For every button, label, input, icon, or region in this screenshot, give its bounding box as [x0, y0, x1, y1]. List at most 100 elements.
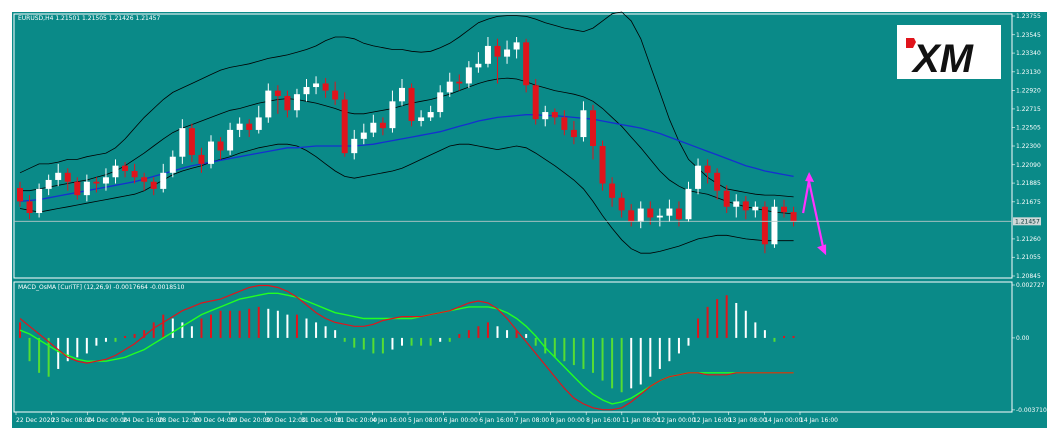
osma-bar	[334, 330, 337, 338]
candle-body	[351, 138, 358, 154]
candle	[198, 147, 205, 173]
time-tick-label: 29 Dec 20:00	[230, 417, 271, 424]
osma-bar	[76, 337, 79, 358]
candle	[695, 158, 702, 195]
osma-bar	[267, 308, 270, 338]
candle-body	[284, 95, 291, 111]
time-tick-label: 28 Dec 12:00	[159, 417, 200, 424]
candle	[26, 195, 33, 220]
osma-bar	[639, 337, 642, 385]
osma-bar	[95, 337, 98, 346]
osma-bar	[553, 337, 556, 358]
xm-logo-text: XM	[911, 37, 975, 81]
osma-bar	[362, 337, 365, 350]
osma-bar	[315, 322, 318, 338]
candle-body	[494, 45, 501, 57]
candle	[475, 52, 482, 73]
bollinger-middle-line	[20, 77, 794, 215]
candle-body	[389, 101, 396, 129]
candle	[408, 83, 415, 127]
osma-bar	[658, 337, 661, 369]
osma-bar	[744, 310, 747, 338]
osma-bar	[305, 318, 308, 338]
candle	[131, 163, 138, 184]
candle	[437, 85, 444, 118]
candle	[389, 90, 396, 133]
candle	[580, 101, 587, 142]
candle	[246, 119, 253, 138]
time-tick-label: 24 Dec 00:00	[87, 417, 128, 424]
candle-body	[561, 117, 568, 130]
forecast-arrow-up-shaft	[802, 179, 811, 214]
forecast-arrow-up-head	[805, 171, 815, 182]
candle	[370, 114, 377, 138]
candle-body	[74, 181, 81, 196]
osma-bar	[763, 330, 766, 338]
candle-body	[122, 165, 129, 172]
macd-panel[interactable]	[13, 281, 1013, 413]
candle-body	[790, 212, 797, 222]
osma-bar	[697, 318, 700, 338]
osma-bar	[506, 330, 509, 338]
price-tick-label: 1.23755	[1016, 13, 1041, 20]
candle-body	[236, 123, 243, 130]
candle-body	[666, 208, 673, 216]
candle	[112, 159, 119, 184]
osma-bar	[66, 337, 69, 362]
osma-bar	[735, 302, 738, 338]
candle-body	[370, 122, 377, 133]
candle-body	[685, 188, 692, 220]
candle-body	[456, 81, 463, 84]
candle-body	[160, 172, 167, 189]
candle-body	[112, 165, 119, 178]
candle-body	[17, 187, 23, 202]
candle	[523, 38, 530, 93]
osma-bar	[429, 337, 432, 346]
time-tick-label: 8 Jan 16:00	[586, 417, 620, 424]
candle-body	[265, 90, 272, 118]
candle-body	[475, 63, 482, 68]
candle-body	[332, 90, 339, 100]
price-tick-label: 1.22920	[1016, 88, 1041, 95]
candle	[504, 40, 511, 64]
candle	[494, 38, 501, 84]
candle-body	[169, 156, 176, 173]
price-tick-label: 1.22300	[1016, 143, 1041, 150]
osma-bar	[420, 337, 423, 346]
osma-bar	[200, 318, 203, 338]
candle	[675, 201, 682, 227]
candle-body	[446, 81, 453, 93]
time-tick-label: 14 Jan 00:00	[764, 417, 802, 424]
candle-body	[45, 179, 52, 189]
candle	[714, 168, 721, 200]
time-tick-label: 24 Dec 16:00	[123, 417, 164, 424]
candle	[102, 168, 109, 191]
osma-bar	[706, 306, 709, 338]
time-tick-label: 29 Dec 04:00	[194, 417, 235, 424]
time-tick-label: 7 Jan 08:00	[515, 417, 549, 424]
price-tick-label: 1.23545	[1016, 32, 1041, 39]
osma-bar	[773, 337, 776, 342]
candle	[208, 135, 214, 169]
time-tick-label: 31 Dec 04:00	[301, 417, 342, 424]
candle	[570, 120, 577, 145]
osma-bar	[190, 326, 193, 338]
candle-body	[580, 110, 587, 138]
osma-bar	[783, 335, 785, 338]
osma-bar	[38, 337, 41, 373]
candle	[236, 117, 243, 138]
candle	[360, 123, 367, 145]
candle-body	[637, 208, 644, 222]
candle	[17, 181, 23, 207]
bollinger-bands	[19, 11, 794, 254]
candle	[341, 92, 348, 157]
candle	[227, 122, 234, 155]
candle-body	[551, 112, 558, 118]
time-tick-label: 14 Jan 16:00	[800, 417, 838, 424]
osma-bar	[238, 310, 241, 338]
candle	[141, 172, 148, 191]
osma-bar	[563, 337, 566, 362]
candle-body	[198, 154, 205, 164]
candle	[723, 185, 730, 214]
